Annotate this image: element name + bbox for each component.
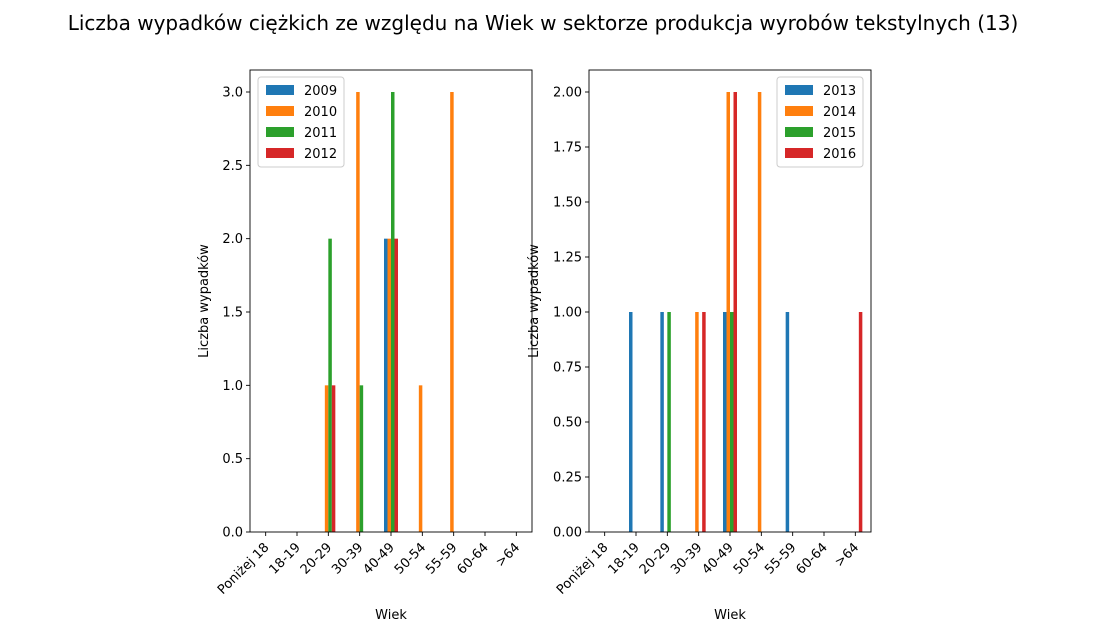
- bar-2009-40-49: [384, 238, 388, 532]
- y-tick-label: 2.00: [553, 86, 582, 101]
- bar-2015-20-29: [667, 312, 671, 532]
- bar-2014-50-54: [757, 92, 762, 532]
- legend-swatch-2012: [266, 148, 294, 158]
- bar-2014-40-49: [726, 92, 730, 532]
- legend-swatch-2009: [266, 85, 294, 95]
- chart-panel-left: 0.0 0.5 1.0 1.5 2.0 2.5 3.0 Poniżej 1818-1920-2…: [197, 69, 533, 623]
- x-tick-label: 40-49: [700, 540, 737, 577]
- x-axis-label: Wiek: [375, 608, 407, 623]
- y-tick-label: 1.5: [222, 306, 243, 321]
- y-tick-label: 3.0: [222, 86, 243, 101]
- x-tick-label: 18-19: [267, 540, 304, 577]
- bar-2012-20-29: [331, 385, 336, 532]
- x-tick-label: Poniżej 18: [554, 540, 611, 597]
- legend-box: [257, 76, 345, 168]
- x-tick-label: 60-64: [794, 540, 831, 577]
- legend-label: 2015: [823, 126, 856, 141]
- x-tick-label: Poniżej 18: [215, 540, 272, 597]
- x-tick-label: >64: [493, 540, 523, 570]
- y-tick-label: 0.75: [553, 361, 582, 376]
- y-tick-label: 2.5: [222, 159, 243, 174]
- bar-2016-40-49: [733, 92, 737, 532]
- x-tick-label: 60-64: [455, 540, 492, 577]
- legend-label: 2011: [304, 126, 337, 141]
- legend-label: 2013: [823, 84, 856, 99]
- bar-2010-55-59: [450, 92, 454, 532]
- y-tick-label: 1.75: [553, 141, 582, 156]
- x-tick-label: >64: [832, 540, 862, 570]
- figure-title: Liczba wypadków ciężkich ze względu na W…: [68, 11, 1019, 35]
- y-tick-label: 0.0: [222, 526, 243, 541]
- bar-2011-30-39: [359, 385, 364, 532]
- bar-2013-55-59: [785, 312, 790, 532]
- legend-box: [776, 76, 864, 168]
- legend-label: 2009: [304, 84, 337, 99]
- legend-label: 2016: [823, 147, 856, 162]
- x-tick-label: 20-29: [298, 540, 335, 577]
- legend-label: 2010: [304, 105, 337, 120]
- x-tick-label: 50-54: [731, 540, 768, 577]
- bar-2010-20-29: [324, 385, 329, 532]
- x-tick-label: 40-49: [361, 540, 398, 577]
- y-tick-label: 0.5: [222, 452, 243, 467]
- bar-2012-40-49: [394, 238, 398, 532]
- legend-swatch-2016: [785, 148, 813, 158]
- legend-swatch-2011: [266, 127, 294, 137]
- y-tick-label: 2.0: [222, 232, 243, 247]
- y-tick-label: 0.00: [553, 526, 582, 541]
- legend-label: 2014: [823, 105, 856, 120]
- bar-2010-30-39: [356, 92, 360, 532]
- legend-swatch-2010: [266, 106, 294, 116]
- y-tick-label: 1.25: [553, 251, 582, 266]
- bar-2016->64: [858, 312, 863, 532]
- bar-2011-20-29: [328, 238, 332, 532]
- bar-2010-40-49: [387, 238, 391, 532]
- y-tick-label: 1.50: [553, 196, 582, 211]
- legend-label: 2012: [304, 147, 337, 162]
- legend-swatch-2014: [785, 106, 813, 116]
- x-tick-label: 55-59: [762, 540, 799, 577]
- x-tick-label: 18-19: [606, 540, 643, 577]
- x-tick-label: 30-39: [329, 540, 366, 577]
- y-tick-label: 1.00: [553, 306, 582, 321]
- legend-swatch-2015: [785, 127, 813, 137]
- bar-2013-20-29: [660, 312, 664, 532]
- bar-2011-40-49: [391, 92, 395, 532]
- y-tick-label: 0.50: [553, 416, 582, 431]
- legend: 2009 2010 2011 2012: [257, 76, 345, 168]
- bar-2013-40-49: [723, 312, 727, 532]
- legend-swatch-2013: [785, 85, 813, 95]
- y-tick-label: 1.0: [222, 379, 243, 394]
- bar-2015-40-49: [730, 312, 734, 532]
- x-axis-label: Wiek: [714, 608, 746, 623]
- legend: 2013 2014 2015 2016: [776, 76, 864, 168]
- x-tick-label: 30-39: [668, 540, 705, 577]
- bar-2010-50-54: [418, 385, 423, 532]
- x-tick-label: 20-29: [637, 540, 674, 577]
- y-axis-label: Liczba wypadków: [197, 244, 212, 358]
- chart-panel-right: 0.00 0.25 0.50 0.75 1.00 1.25 1.50 1.75 2.00 Poni…: [527, 69, 872, 623]
- bar-2014-30-39: [695, 312, 699, 532]
- x-tick-label: 55-59: [423, 540, 460, 577]
- x-tick-label: 50-54: [392, 540, 429, 577]
- y-tick-label: 0.25: [553, 471, 582, 486]
- y-axis-label: Liczba wypadków: [527, 244, 542, 358]
- bar-2013-18-19: [629, 312, 633, 532]
- bar-2016-30-39: [702, 312, 706, 532]
